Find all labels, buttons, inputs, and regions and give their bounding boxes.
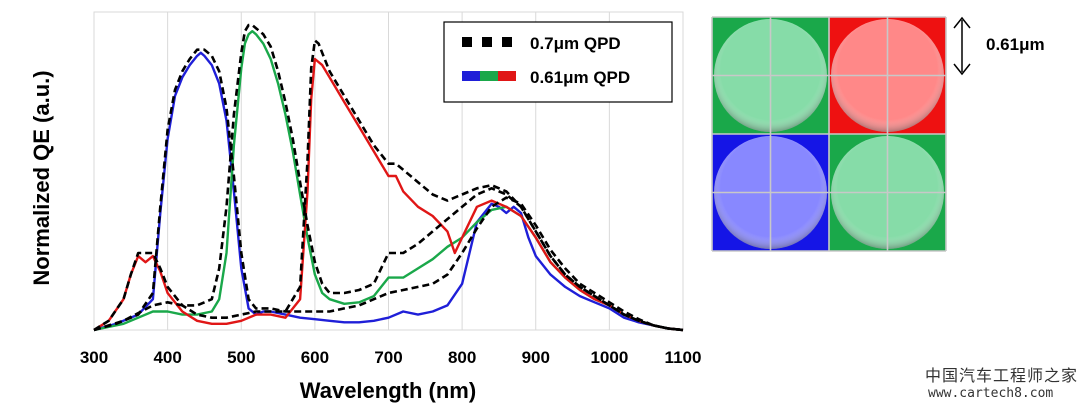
watermark-cn: 中国汽车工程师之家 — [925, 366, 1079, 385]
gridlines — [93, 12, 684, 330]
scale-arrow-down-icon — [953, 63, 971, 76]
legend-label-0-7um: 0.7μm QPD — [530, 34, 621, 53]
scale-arrow-up-icon — [953, 16, 971, 29]
legend-swatch-solid — [462, 71, 516, 81]
watermark-url: www.cartech8.com — [928, 386, 1054, 401]
series-0-61-m-qpd-blue — [93, 51, 684, 332]
legend-box — [443, 21, 673, 103]
x-tick-700: 700 — [374, 348, 402, 367]
scale-label: 0.61μm — [986, 35, 1045, 54]
x-tick-800: 800 — [448, 348, 476, 367]
legend: 0.7μm QPD 0.61μm QPD — [443, 21, 673, 103]
series-0-7-m-qpd-blue — [93, 48, 684, 332]
series-group — [93, 23, 684, 332]
scale-indicator: 0.61μm — [953, 16, 1045, 76]
x-tick-400: 400 — [153, 348, 181, 367]
series-0-7-m-qpd-red — [93, 39, 684, 332]
x-tick-labels: 300 400 500 600 700 800 900 1000 1100 — [80, 348, 702, 367]
pixel-array-diagram — [711, 16, 947, 252]
x-tick-300: 300 — [80, 348, 108, 367]
x-tick-900: 900 — [522, 348, 550, 367]
y-axis-title: Normalized QE (a.u.) — [29, 70, 54, 285]
x-tick-1000: 1000 — [590, 348, 628, 367]
x-tick-600: 600 — [301, 348, 329, 367]
legend-label-0-61um: 0.61μm QPD — [530, 68, 630, 87]
legend-swatch-dashed — [462, 37, 512, 47]
x-axis-title: Wavelength (nm) — [300, 378, 476, 403]
x-tick-500: 500 — [227, 348, 255, 367]
series-0-61-m-qpd-red — [93, 57, 684, 332]
x-tick-1100: 1100 — [665, 348, 702, 367]
